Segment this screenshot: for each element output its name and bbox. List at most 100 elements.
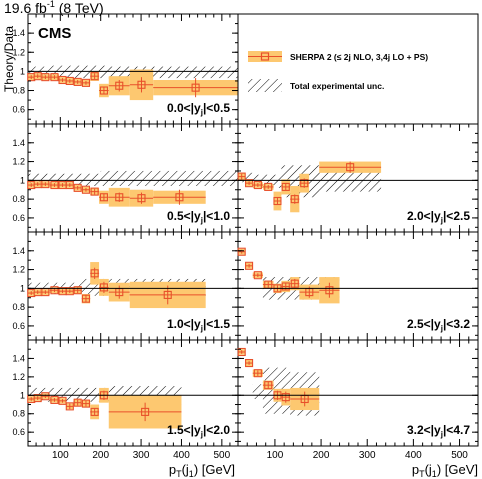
lumi-label: 19.6 fb-1 (8 TeV) bbox=[4, 0, 104, 16]
theory-marker bbox=[115, 81, 124, 90]
x-axis-title-right: pT(j1) [GeV] bbox=[412, 462, 478, 479]
theory-marker bbox=[253, 369, 262, 378]
theory-marker bbox=[281, 182, 290, 191]
theory-marker bbox=[65, 180, 74, 190]
theory-marker bbox=[73, 77, 82, 86]
y-tick-label: 1.4 bbox=[12, 353, 25, 363]
y-tick-label: 1.2 bbox=[12, 47, 25, 57]
theory-marker bbox=[264, 381, 273, 390]
panel-1 bbox=[237, 13, 479, 125]
theory-marker bbox=[99, 86, 108, 95]
exp-unc-band bbox=[319, 170, 382, 192]
cms-label: CMS bbox=[38, 25, 71, 42]
y-tick-label: 0.8 bbox=[12, 194, 25, 204]
legend-sherpa-marker bbox=[260, 52, 270, 61]
y-tick-label: 1 bbox=[20, 175, 25, 185]
theory-marker bbox=[81, 78, 91, 87]
theory-marker bbox=[163, 290, 172, 299]
theory-marker bbox=[99, 193, 108, 202]
y-tick-label: 1 bbox=[20, 390, 25, 400]
theory-marker bbox=[245, 358, 254, 368]
theory-marker bbox=[253, 180, 262, 190]
theory-marker bbox=[300, 179, 309, 188]
theory-marker bbox=[65, 76, 74, 86]
theory-marker bbox=[81, 294, 91, 303]
y-tick-label: 1 bbox=[20, 66, 25, 76]
panel-0: 0.6 0.8 1 1.2 1.4 0.0<|yj|<0.5 bbox=[12, 13, 239, 125]
y-tick-label: 0.8 bbox=[12, 86, 25, 96]
theory-marker bbox=[65, 402, 74, 411]
theory-marker bbox=[90, 72, 99, 81]
y-tick-label: 0.6 bbox=[12, 321, 25, 331]
theory-marker bbox=[137, 194, 146, 203]
panel-7: 100 200 300 400 500 3.2<|yj|<4.7 bbox=[237, 339, 479, 461]
theory-marker bbox=[99, 283, 108, 292]
theory-marker bbox=[273, 196, 282, 206]
x-tick-label: 300 bbox=[133, 450, 150, 461]
theory-marker bbox=[58, 396, 67, 405]
theory-marker bbox=[90, 187, 99, 196]
theory-marker bbox=[290, 195, 299, 204]
theory-marker bbox=[346, 163, 355, 172]
x-tick-label: 500 bbox=[214, 450, 231, 461]
theory-marker bbox=[191, 83, 200, 92]
legend-hatch-box bbox=[248, 79, 282, 92]
x-tick-label: 400 bbox=[405, 450, 422, 461]
theory-marker bbox=[290, 279, 299, 288]
theory-marker bbox=[73, 183, 82, 192]
y-tick-label: 1.2 bbox=[12, 265, 25, 275]
theory-marker bbox=[73, 398, 82, 407]
theory-marker bbox=[245, 261, 254, 270]
theory-marker bbox=[90, 269, 99, 278]
exp-unc-band bbox=[100, 170, 238, 186]
theory-marker bbox=[81, 399, 91, 408]
theory-marker bbox=[237, 347, 246, 357]
x-tick-label: 200 bbox=[313, 450, 330, 461]
rapidity-label: 1.0<|yj|<1.5 bbox=[167, 317, 230, 333]
theory-marker bbox=[50, 180, 59, 190]
theory-marker bbox=[137, 80, 146, 89]
rapidity-label: 0.5<|yj|<1.0 bbox=[167, 209, 230, 225]
x-axis-title-left: pT(j1) [GeV] bbox=[169, 462, 235, 479]
theory-marker bbox=[325, 286, 334, 295]
y-tick-label: 1.2 bbox=[12, 372, 25, 382]
theory-marker bbox=[264, 182, 273, 191]
panels: 0.60.811.21.40.0<|yj|<0.50.60.811.21.40.… bbox=[12, 13, 479, 461]
theory-marker bbox=[253, 271, 262, 280]
theory-marker bbox=[41, 392, 50, 401]
rapidity-label: 0.0<|yj|<0.5 bbox=[167, 101, 230, 117]
y-tick-label: 1.4 bbox=[12, 28, 25, 38]
y-tick-label: 0.6 bbox=[12, 105, 25, 115]
x-tick-label: 300 bbox=[359, 450, 376, 461]
y-tick-label: 1 bbox=[20, 283, 25, 293]
legend-sherpa-label: SHERPA 2 (≤ 2j NLO, 3,4j LO + PS) bbox=[290, 52, 428, 62]
y-tick-label: 0.6 bbox=[12, 427, 25, 437]
x-tick-label: 200 bbox=[92, 450, 109, 461]
theory-marker bbox=[73, 286, 82, 295]
rapidity-label: 1.5<|yj|<2.0 bbox=[167, 423, 230, 439]
legend: SHERPA 2 (≤ 2j NLO, 3,4j LO + PS) Total … bbox=[248, 51, 428, 92]
panel-2: 0.6 0.8 1 1.2 1.4 0.5<|yj|<1.0 bbox=[12, 123, 239, 233]
y-tick-label: 0.8 bbox=[12, 409, 25, 419]
theory-marker bbox=[50, 73, 59, 82]
theory-marker bbox=[81, 185, 91, 194]
x-tick-label: 500 bbox=[451, 450, 468, 461]
exp-unc-band bbox=[252, 384, 263, 399]
theory-marker bbox=[281, 393, 290, 402]
theory-marker bbox=[245, 179, 254, 188]
panel-4: 0.6 0.8 1 1.2 1.4 1.0<|yj|<1.5 bbox=[12, 231, 239, 341]
y-tick-label: 0.8 bbox=[12, 302, 25, 312]
theory-marker bbox=[175, 193, 184, 202]
y-axis-title: Theory/Data bbox=[2, 26, 16, 92]
theory-marker bbox=[50, 395, 59, 404]
x-tick-label: 400 bbox=[173, 450, 190, 461]
y-tick-label: 1.4 bbox=[12, 246, 25, 256]
legend-hatch-label: Total experimental unc. bbox=[290, 81, 384, 91]
panel-frame bbox=[237, 13, 479, 125]
theory-marker bbox=[281, 282, 290, 291]
theory-marker bbox=[90, 407, 99, 416]
x-tick-label: 100 bbox=[267, 450, 284, 461]
theory-marker bbox=[141, 407, 150, 416]
rapidity-label: 2.5<|yj|<3.2 bbox=[407, 317, 470, 333]
